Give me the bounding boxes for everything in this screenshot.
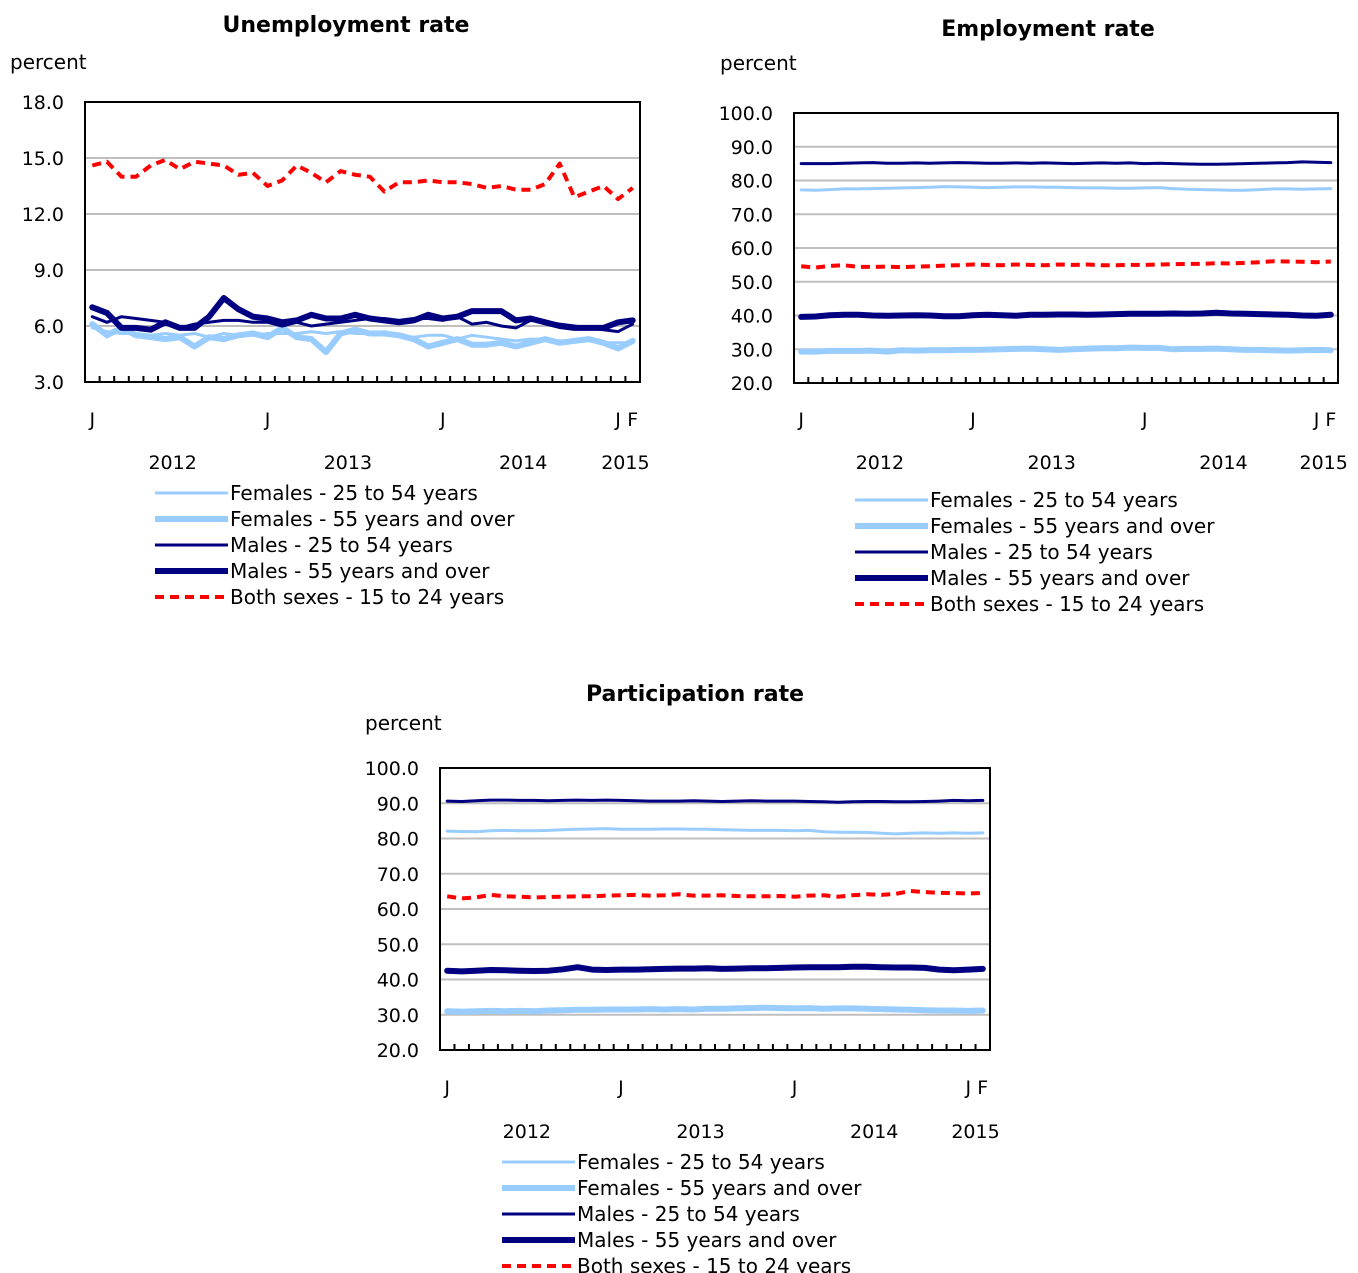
legend-label: Males - 55 years and over: [230, 559, 490, 583]
x-month-label: J: [969, 409, 976, 431]
x-month-label: J: [617, 1077, 624, 1099]
x-year-label: 2013: [324, 452, 372, 474]
y-axis-unit-label: percent: [720, 51, 797, 75]
x-year-label: 2012: [856, 452, 904, 474]
legend-label: Females - 55 years and over: [577, 1176, 862, 1200]
x-month-label: J: [439, 409, 446, 431]
y-tick-label: 70.0: [377, 864, 419, 886]
y-tick-label: 80.0: [731, 171, 773, 193]
x-year-label: 2014: [850, 1121, 898, 1143]
y-tick-label: 100.0: [365, 758, 419, 780]
y-tick-label: 30.0: [731, 339, 773, 361]
x-year-label: 2014: [499, 452, 547, 474]
y-tick-label: 50.0: [377, 934, 419, 956]
x-year-label: 2015: [951, 1121, 999, 1143]
legend-label: Both sexes - 15 to 24 years: [577, 1254, 851, 1273]
x-year-label: 2014: [1199, 452, 1247, 474]
x-month-label: J: [791, 1077, 798, 1099]
legend-label: Females - 25 to 54 years: [930, 488, 1178, 512]
series-line-0: [445, 827, 985, 836]
series-line-3: [798, 309, 1334, 320]
y-tick-label: 40.0: [731, 306, 773, 328]
series-line-2: [445, 798, 985, 804]
legend-label: Males - 25 to 54 years: [930, 540, 1153, 564]
plot-area-border: [84, 101, 641, 383]
legend-label: Males - 25 to 54 years: [230, 533, 453, 557]
series-line-1: [798, 344, 1334, 355]
y-tick-label: 6.0: [34, 316, 64, 338]
y-axis-unit-label: percent: [10, 50, 87, 74]
x-year-label: 2015: [1300, 452, 1348, 474]
legend-label: Females - 25 to 54 years: [230, 481, 478, 505]
y-tick-label: 18.0: [22, 92, 64, 114]
x-month-label: J: [964, 1077, 971, 1099]
x-year-label: 2015: [601, 452, 649, 474]
x-year-label: 2012: [503, 1121, 551, 1143]
legend-label: Both sexes - 15 to 24 years: [930, 592, 1204, 616]
legend-label: Both sexes - 15 to 24 years: [230, 585, 504, 609]
chart-title: Employment rate: [941, 17, 1155, 42]
series-line-4: [801, 259, 1331, 270]
x-month-label: J: [264, 409, 271, 431]
legend-label: Males - 55 years and over: [930, 566, 1190, 590]
y-tick-label: 40.0: [377, 970, 419, 992]
x-year-label: 2013: [676, 1121, 724, 1143]
chart-title: Unemployment rate: [223, 13, 470, 38]
legend-label: Females - 55 years and over: [930, 514, 1215, 538]
plot-area-border: [793, 112, 1339, 384]
chart-title: Participation rate: [586, 682, 804, 707]
chart-1: Employment rate percent 20.0 30.0 40.0 50.0 60…: [719, 17, 1348, 616]
chart-2: Participation rate percent 20.0 30.0 40.0 50.…: [365, 682, 1000, 1273]
x-month-label: J: [443, 1077, 450, 1099]
y-tick-label: 60.0: [731, 238, 773, 260]
series-line-4: [446, 889, 983, 901]
x-month-label: J: [88, 409, 95, 431]
y-tick-label: 30.0: [377, 1005, 419, 1027]
y-tick-label: 60.0: [377, 899, 419, 921]
y-tick-label: 100.0: [719, 103, 773, 125]
series-line-3: [444, 963, 986, 975]
y-tick-label: 3.0: [34, 372, 64, 394]
x-month-label: F: [1325, 409, 1336, 431]
y-axis-unit-label: percent: [365, 711, 442, 735]
y-tick-label: 80.0: [377, 829, 419, 851]
series-line-1: [89, 321, 636, 356]
y-tick-label: 20.0: [731, 373, 773, 395]
legend-label: Males - 25 to 54 years: [577, 1202, 800, 1226]
y-tick-label: 90.0: [731, 137, 773, 159]
plot-area-border: [439, 767, 991, 1051]
y-tick-label: 20.0: [377, 1040, 419, 1062]
y-tick-label: 12.0: [22, 204, 64, 226]
series-line-2: [799, 160, 1333, 166]
x-month-label: F: [977, 1077, 988, 1099]
x-month-label: J: [797, 409, 804, 431]
x-month-label: J: [1313, 409, 1320, 431]
x-month-label: J: [614, 409, 621, 431]
y-tick-label: 90.0: [377, 793, 419, 815]
x-month-label: J: [1141, 409, 1148, 431]
y-tick-label: 70.0: [731, 204, 773, 226]
y-tick-label: 50.0: [731, 272, 773, 294]
series-line-3: [89, 295, 636, 333]
series-line-1: [444, 1004, 986, 1015]
legend-label: Females - 25 to 54 years: [577, 1150, 825, 1174]
x-year-label: 2012: [148, 452, 196, 474]
series-line-0: [799, 185, 1333, 192]
legend-label: Males - 55 years and over: [577, 1228, 837, 1252]
y-tick-label: 9.0: [34, 260, 64, 282]
x-month-label: F: [627, 409, 638, 431]
legend-label: Females - 55 years and over: [230, 507, 515, 531]
series-line-4: [91, 157, 634, 202]
chart-0: Unemployment rate percent 3.0 6.0 9.0 12.0 15.…: [10, 13, 650, 609]
x-year-label: 2013: [1028, 452, 1076, 474]
y-tick-label: 15.0: [22, 148, 64, 170]
